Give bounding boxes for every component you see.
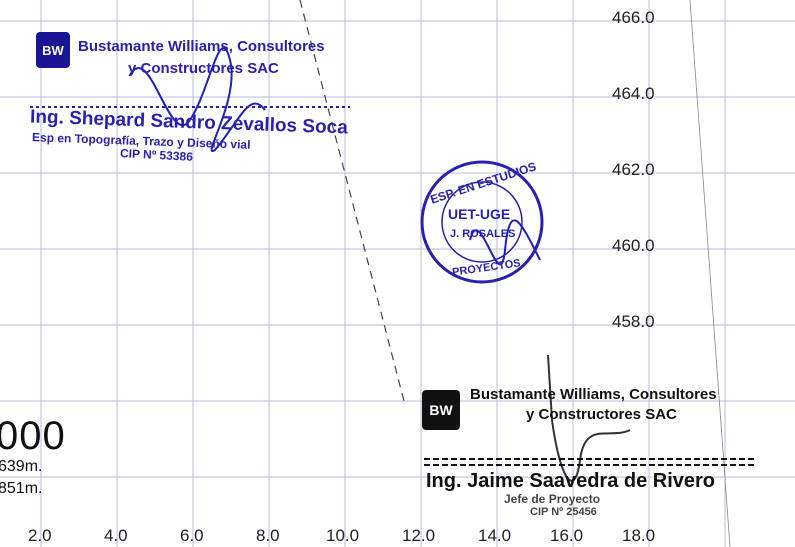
fragment-line-1: 639m. bbox=[0, 458, 43, 475]
x-label-16: 16.0 bbox=[550, 526, 584, 545]
stamp-bottom-company-2: y Constructores SAC bbox=[526, 406, 677, 423]
stamp-bottom-company-1: Bustamante Williams, Consultores bbox=[470, 386, 717, 403]
profile-right-curve bbox=[689, 0, 731, 547]
x-label-10: 10.0 bbox=[326, 526, 360, 545]
x-label-2: 2.0 bbox=[28, 526, 52, 545]
company-logo-icon: BW bbox=[36, 32, 70, 68]
station-fragment: 000 bbox=[0, 414, 66, 458]
stamp-top-company-1: Bustamante Williams, Consultores bbox=[78, 38, 325, 55]
x-label-4: 4.0 bbox=[104, 526, 128, 545]
signature-seal bbox=[469, 219, 541, 266]
stamp-top-company-2: y Constructores SAC bbox=[128, 60, 279, 77]
y-label-460: 460.0 bbox=[612, 236, 655, 255]
stamp-bottom-cip: CIP Nº 25456 bbox=[530, 506, 597, 518]
seal-center-text: UET-UGE bbox=[448, 206, 511, 222]
official-seal: ESP. EN ESTUDIOS UET-UGE J. ROSALES PROY… bbox=[418, 158, 546, 286]
x-label-6: 6.0 bbox=[180, 526, 204, 545]
stamp-bottom-name: Ing. Jaime Saavedra de Rivero bbox=[426, 470, 716, 492]
company-logo-icon-2: BW bbox=[422, 390, 460, 430]
signature-top bbox=[129, 47, 266, 153]
x-label-8: 8.0 bbox=[256, 526, 280, 545]
y-label-458: 458.0 bbox=[612, 312, 655, 331]
stamp-top-dotted-rule bbox=[30, 106, 350, 108]
stamp-bottom-dotted-rule bbox=[424, 458, 754, 466]
seal-name-text: J. ROSALES bbox=[450, 228, 516, 240]
y-label-462: 462.0 bbox=[612, 160, 655, 179]
fragment-line-2: 851m. bbox=[0, 480, 43, 497]
stamp-bottom-role: Jefe de Proyecto bbox=[504, 492, 601, 506]
profile-dashed-line bbox=[299, 0, 406, 406]
x-label-14: 14.0 bbox=[478, 526, 512, 545]
x-label-18: 18.0 bbox=[622, 526, 656, 545]
y-label-464: 464.0 bbox=[612, 84, 655, 103]
y-label-466: 466.0 bbox=[612, 8, 655, 27]
x-label-12: 12.0 bbox=[402, 526, 436, 545]
